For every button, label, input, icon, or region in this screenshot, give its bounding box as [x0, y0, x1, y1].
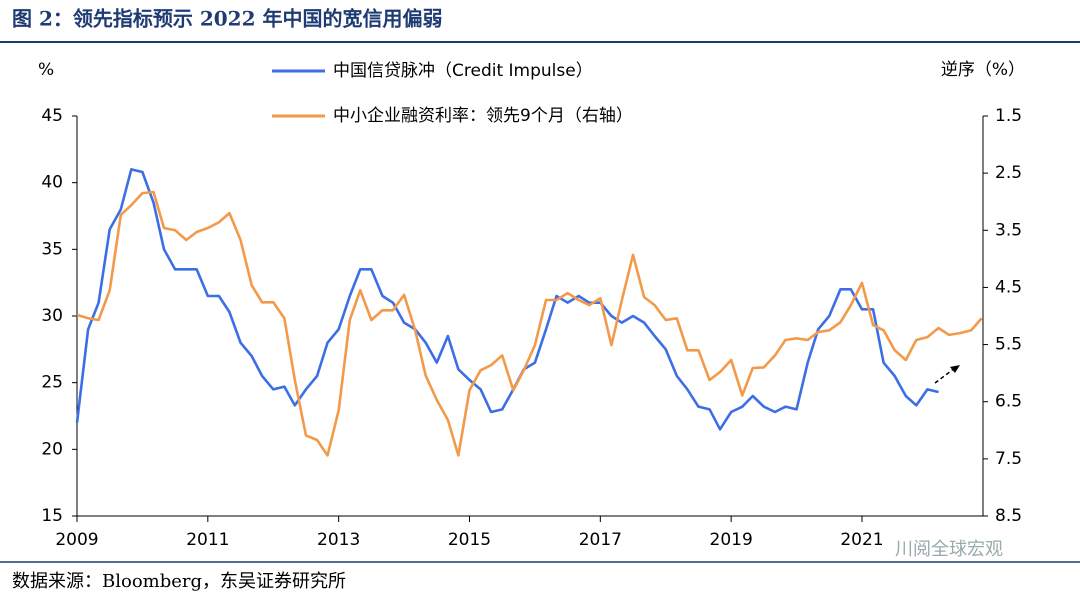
legend-label: 中国信贷脉冲（Credit Impulse）: [333, 61, 593, 81]
arrow: [934, 367, 956, 384]
y2-tick-label: 3.5: [995, 220, 1022, 240]
y-tick-label: 45: [41, 106, 63, 126]
y2-tick-label: 1.5: [995, 106, 1022, 126]
y-tick-label: 30: [41, 306, 63, 326]
y-tick-label: 15: [41, 506, 63, 526]
y2-tick-label: 4.5: [995, 277, 1022, 297]
y-tick-label: 35: [41, 239, 63, 259]
y2-tick-label: 7.5: [995, 449, 1022, 469]
y2-tick-label: 2.5: [995, 163, 1022, 183]
x-tick-label: 2019: [710, 530, 753, 550]
series-line: [76, 190, 983, 457]
y-axis-label: %: [38, 60, 54, 80]
x-tick-label: 2015: [448, 530, 491, 550]
x-tick-label: 2013: [317, 530, 360, 550]
x-tick-label: 2011: [186, 530, 229, 550]
y2-tick-label: 6.5: [995, 392, 1022, 412]
x-tick-label: 2017: [579, 530, 622, 550]
x-tick-label: 2021: [840, 530, 883, 550]
y2-tick-label: 5.5: [995, 335, 1022, 355]
y-tick-label: 20: [41, 439, 63, 459]
y2-axis-label: 逆序（%）: [941, 60, 1025, 80]
source: 数据来源：Bloomberg，东吴证券研究所: [12, 571, 346, 592]
legend-label: 中小企业融资利率：领先9个月（右轴）: [333, 106, 633, 126]
arrow-head: [950, 365, 960, 373]
chart-title: 图 2：领先指标预示 2022 年中国的宽信用偏弱: [12, 7, 442, 31]
watermark: 川阅全球宏观: [895, 539, 1003, 560]
y-tick-label: 40: [41, 173, 63, 193]
y-tick-label: 25: [41, 373, 63, 393]
x-tick-label: 2009: [55, 530, 98, 550]
series-line: [75, 168, 939, 431]
y2-tick-label: 8.5: [995, 506, 1022, 526]
